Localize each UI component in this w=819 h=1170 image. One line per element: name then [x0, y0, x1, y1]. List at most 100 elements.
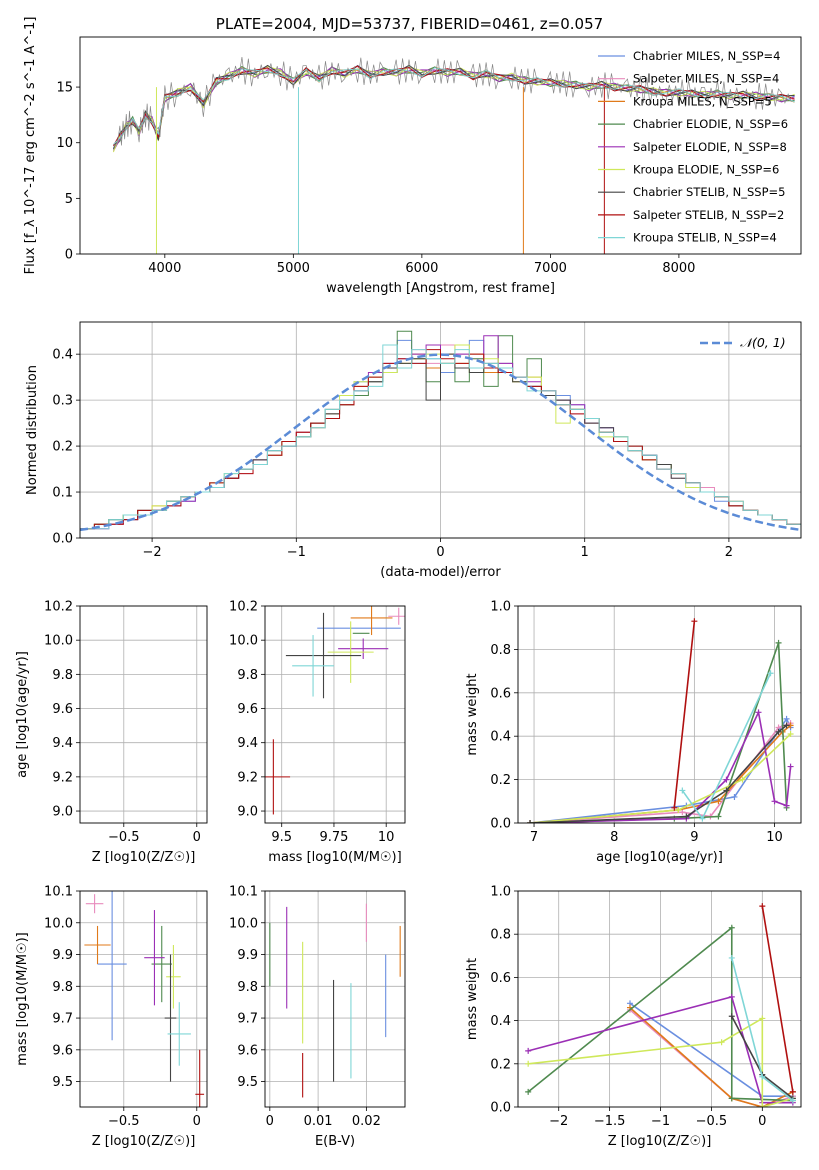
plot-area	[525, 903, 796, 1107]
weight-marker	[728, 954, 735, 961]
x-tick-label: 0	[758, 1114, 766, 1129]
x-tick-label: −0.5	[696, 1114, 728, 1129]
errorbar-chabrier_stelib	[164, 954, 177, 1082]
y-tick-label: 0.2	[490, 773, 511, 788]
plot-area	[265, 606, 405, 815]
weight-marker	[675, 806, 682, 813]
panel-4: 9.5 9.75 10 9.0 9.2 9.4 9.6 9.8 10.0 10.2 mass [lo…	[229, 600, 406, 865]
axes-frame	[79, 890, 208, 1108]
weight-marker	[525, 1047, 532, 1054]
y-tick-label: 9.7	[52, 1012, 73, 1027]
x-tick-label: 8000	[662, 261, 695, 276]
observed-spectrum-line	[113, 57, 792, 149]
weight-marker	[723, 787, 730, 794]
y-tick-label: 9.6	[237, 702, 258, 717]
plot-area	[80, 330, 801, 538]
y-tick-label: 10.0	[229, 916, 258, 931]
x-tick-label: −1	[651, 1114, 670, 1129]
errorbar-kroupa_elodie	[165, 618, 183, 680]
legend-label-chabrier_elodie: Chabrier ELODIE, N_SSP=6	[633, 117, 788, 131]
weight-marker	[771, 798, 778, 805]
y-tick-label: 0.4	[52, 348, 73, 363]
weight-marker	[739, 776, 746, 783]
chart-title: PLATE=2004, MJD=53737, FIBERID=0461, z=0…	[216, 15, 603, 33]
gaussian-curve	[80, 353, 801, 532]
x-tick-label: 9.5	[271, 830, 292, 845]
y-axis-label: mass weight	[465, 958, 480, 1040]
x-tick-label: 0.02	[352, 1114, 381, 1129]
weight-marker	[691, 618, 698, 625]
x-axis-label: Z [log10(Z/Z☉)]	[608, 1134, 712, 1149]
panel-3: −0.5 0 9.0 9.2 9.4 9.6 9.8 10.0 10.2 Z [log10(Z/Z…	[15, 600, 208, 865]
plot-area	[527, 618, 794, 823]
weight-marker	[783, 722, 790, 729]
y-tick-label: 9.5	[237, 1075, 258, 1090]
y-tick-label: 0.1	[52, 486, 73, 501]
weight-marker	[718, 1039, 725, 1046]
weight-marker	[671, 804, 678, 811]
y-tick-label: 0.8	[490, 643, 511, 658]
legend-label-chabrier_stelib: Chabrier STELIB, N_SSP=5	[633, 185, 785, 199]
weight-marker	[759, 1073, 766, 1080]
y-axis-label: mass weight	[465, 673, 480, 755]
axes-frame	[79, 321, 802, 539]
errorbar-salpeter_elodie	[144, 910, 165, 1006]
y-tick-label: 0.0	[490, 1101, 511, 1116]
legend: Chabrier MILES, N_SSP=4 Salpeter MILES, N…	[598, 49, 788, 245]
errorbar-salpeter_miles	[388, 607, 405, 625]
weight-marker	[775, 728, 782, 735]
legend-label-kroupa_miles: Kroupa MILES, N_SSP=5	[633, 94, 772, 108]
weight-marker	[728, 1095, 735, 1102]
x-axis-label: Z [log10(Z/Z☉)]	[92, 850, 196, 865]
errorbar-kroupa_miles	[84, 925, 111, 965]
x-tick-label: 5000	[277, 261, 310, 276]
axes-frame	[264, 890, 406, 1108]
weight-marker	[679, 809, 686, 816]
errorbar-kroupa_elodie	[166, 945, 181, 1009]
weight-marker	[525, 1088, 532, 1095]
y-tick-label: 0.2	[490, 1057, 511, 1072]
weight-marker	[715, 798, 722, 805]
errorbar-kroupa_miles	[350, 606, 393, 636]
errorbar-chabrier_miles	[84, 601, 139, 656]
y-tick-label: 0	[65, 248, 73, 263]
weight-marker	[715, 813, 722, 820]
weight-marker	[699, 815, 706, 822]
weight-marker	[787, 731, 794, 738]
x-axis-label: age [log10(age/yr)]	[596, 850, 723, 865]
y-axis-label: mass [log10(M/M☉)]	[15, 932, 30, 1065]
y-tick-label: 9.8	[52, 668, 73, 683]
errorbar-salpeter_elodie	[338, 638, 389, 659]
weight-marker	[783, 715, 790, 722]
errorbar-kroupa_stelib	[292, 635, 334, 697]
x-tick-label: 1	[581, 545, 589, 560]
legend-label-kroupa_stelib: Kroupa STELIB, N_SSP=4	[633, 231, 777, 245]
y-tick-label: 9.6	[237, 1043, 258, 1058]
weight-marker	[679, 787, 686, 794]
y-tick-label: 9.8	[52, 980, 73, 995]
model-line-kroupa_stelib	[113, 67, 795, 145]
x-axis-label: mass [log10(M/M☉)]	[268, 850, 401, 865]
panel-6: −0.5 0 9.5 9.6 9.7 9.8 9.9 10.0 10.1 Z [log10(Z/Z…	[15, 885, 208, 1149]
plot-area	[81, 601, 204, 815]
y-tick-label: 10.2	[229, 600, 258, 615]
y-tick-label: 9.5	[52, 1075, 73, 1090]
y-tick-label: 9.9	[52, 948, 73, 963]
y-tick-label: 9.6	[52, 702, 73, 717]
x-tick-label: 10	[378, 830, 395, 845]
weight-marker	[731, 793, 738, 800]
errorbar-salpeter_miles	[85, 894, 104, 914]
y-tick-label: 10.0	[44, 634, 73, 649]
y-tick-label: 0.4	[490, 730, 511, 745]
errorbar-chabrier_stelib	[285, 612, 362, 699]
x-tick-label: 0	[193, 1114, 201, 1129]
y-tick-label: 0.6	[490, 686, 511, 701]
y-tick-label: 9.8	[237, 668, 258, 683]
errorbar-kroupa_stelib	[167, 1002, 191, 1066]
y-tick-label: 9.2	[237, 770, 258, 785]
axes-frame	[264, 605, 406, 824]
x-tick-label: 2	[725, 545, 733, 560]
weight-line-salpeter_elodie	[530, 709, 792, 823]
weight-marker	[759, 1015, 766, 1022]
errorbar-salpeter_stelib	[195, 1049, 205, 1107]
